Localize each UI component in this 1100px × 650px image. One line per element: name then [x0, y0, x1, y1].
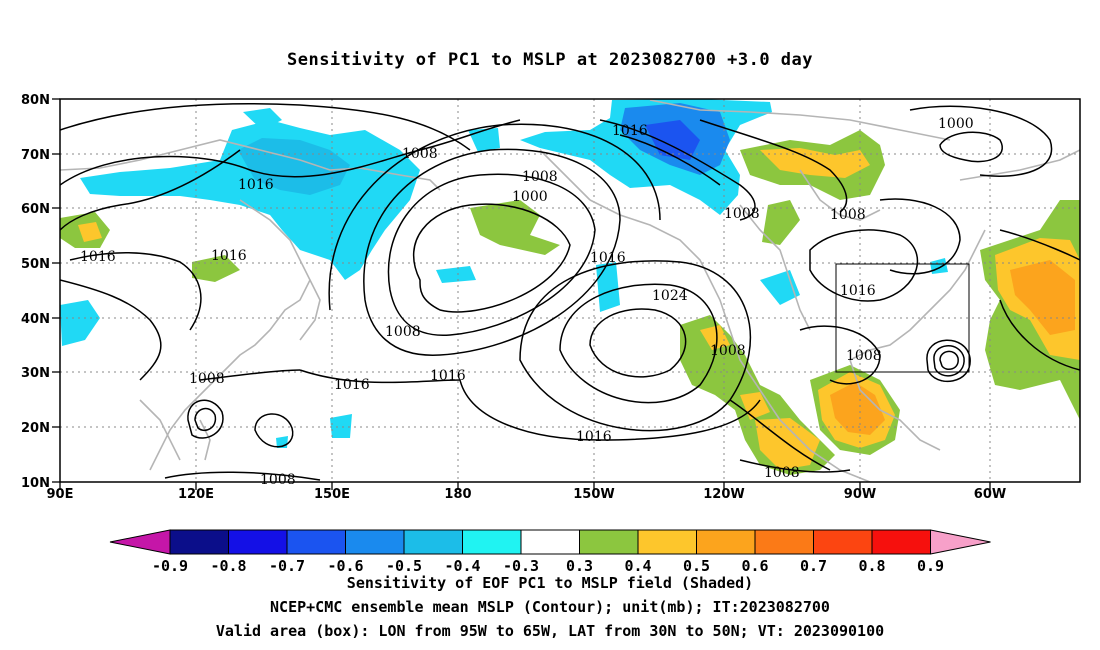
lon-label: 150E — [314, 487, 350, 502]
colorbar-swatch — [520, 529, 580, 555]
graticule — [60, 99, 1080, 482]
contour-label: 1000 — [512, 189, 548, 205]
longitude-labels: 90E 120E 150E 180 150W 120W 90W 60W — [47, 487, 1007, 502]
colorbar-swatch — [813, 529, 873, 555]
contour-label: 1008 — [710, 343, 746, 359]
contour-label: 1008 — [402, 146, 438, 162]
caption-line-3: Valid area (box): LON from 95W to 65W, L… — [215, 622, 885, 640]
contour-label: 1008 — [724, 206, 760, 222]
contour-label: 1016 — [238, 177, 274, 193]
contour-labels: 1016 1008 1000 1016 1008 1000 1008 1008 … — [80, 116, 974, 488]
contour-label: 1008 — [522, 169, 558, 185]
lat-label: 70N — [21, 148, 50, 163]
colorbar-swatch — [579, 529, 639, 555]
colorbar: -0.9 -0.8 -0.7 -0.6 -0.5 -0.4 -0.3 0.3 0.4 0.5 0.6… — [109, 529, 991, 575]
colorbar-swatch — [754, 529, 814, 555]
colorbar-high-end — [930, 529, 991, 555]
lon-label: 180 — [444, 487, 471, 502]
colorbar-tick-label: 0.4 — [624, 557, 651, 575]
contour-label: 1016 — [590, 250, 626, 266]
colorbar-tick-label: -0.6 — [327, 557, 363, 575]
lon-label: 60W — [974, 487, 1006, 502]
colorbar-tick-label: -0.7 — [269, 557, 305, 575]
lat-label: 50N — [21, 257, 50, 272]
colorbar-tick-label: -0.8 — [210, 557, 246, 575]
caption-line-2: NCEP+CMC ensemble mean MSLP (Contour); u… — [270, 598, 830, 616]
lat-label: 40N — [21, 312, 50, 327]
contour-label: 1016 — [612, 123, 648, 139]
colorbar-tick-label: 0.3 — [566, 557, 593, 575]
contour-label: 1008 — [385, 324, 421, 340]
contour-label: 1000 — [938, 116, 974, 132]
contour-label: 1024 — [652, 288, 688, 304]
contour-label: 1016 — [840, 283, 876, 299]
mslp-contours — [60, 102, 1080, 481]
lat-label: 20N — [21, 421, 50, 436]
colorbar-swatch — [169, 529, 229, 555]
valid-area-box — [835, 263, 970, 373]
lon-label: 90E — [47, 487, 74, 502]
axis-ticks — [52, 98, 991, 490]
colorbar-swatch — [871, 529, 931, 555]
caption-line-1: Sensitivity of EOF PC1 to MSLP field (Sh… — [346, 574, 754, 592]
contour-label: 1008 — [189, 371, 225, 387]
contour-label: 1016 — [211, 248, 247, 264]
plot-frame — [59, 98, 1081, 483]
lat-label: 10N — [21, 476, 50, 491]
colorbar-tick-label: -0.9 — [152, 557, 188, 575]
colorbar-swatch — [637, 529, 697, 555]
colorbar-swatch — [286, 529, 346, 555]
contour-label: 1008 — [830, 207, 866, 223]
latitude-labels: 80N 70N 60N 50N 40N 30N 20N 10N — [21, 93, 50, 491]
colorbar-tick-label: -0.3 — [503, 557, 539, 575]
colorbar-swatch — [228, 529, 288, 555]
lon-label: 90W — [844, 487, 876, 502]
contour-label: 1016 — [430, 368, 466, 384]
contour-label: 1008 — [764, 465, 800, 481]
contour-label: 1008 — [846, 348, 882, 364]
lat-label: 60N — [21, 202, 50, 217]
lon-label: 120E — [178, 487, 214, 502]
colorbar-tick-label: 0.6 — [741, 557, 768, 575]
colorbar-tick-label: 0.9 — [917, 557, 944, 575]
contour-label: 1016 — [334, 377, 370, 393]
colorbar-tick-label: 0.8 — [858, 557, 885, 575]
colorbar-swatch — [696, 529, 756, 555]
colorbar-low-end — [109, 529, 171, 555]
contour-label: 1016 — [80, 249, 116, 265]
negative-sensitivity-shading — [60, 99, 948, 448]
colorbar-tick-label: 0.7 — [800, 557, 827, 575]
contour-label: 1008 — [260, 472, 296, 488]
colorbar-tick-label: -0.4 — [444, 557, 480, 575]
coastlines — [60, 99, 1080, 482]
lon-label: 120W — [703, 487, 744, 502]
lat-label: 30N — [21, 366, 50, 381]
lat-label: 80N — [21, 93, 50, 108]
colorbar-tick-label: -0.5 — [386, 557, 422, 575]
lon-label: 150W — [573, 487, 614, 502]
map-title: Sensitivity of PC1 to MSLP at 2023082700… — [286, 50, 813, 70]
contour-label: 1016 — [576, 429, 612, 445]
colorbar-swatch — [345, 529, 405, 555]
colorbar-swatch — [462, 529, 522, 555]
colorbar-tick-label: 0.5 — [683, 557, 710, 575]
colorbar-swatch — [403, 529, 463, 555]
